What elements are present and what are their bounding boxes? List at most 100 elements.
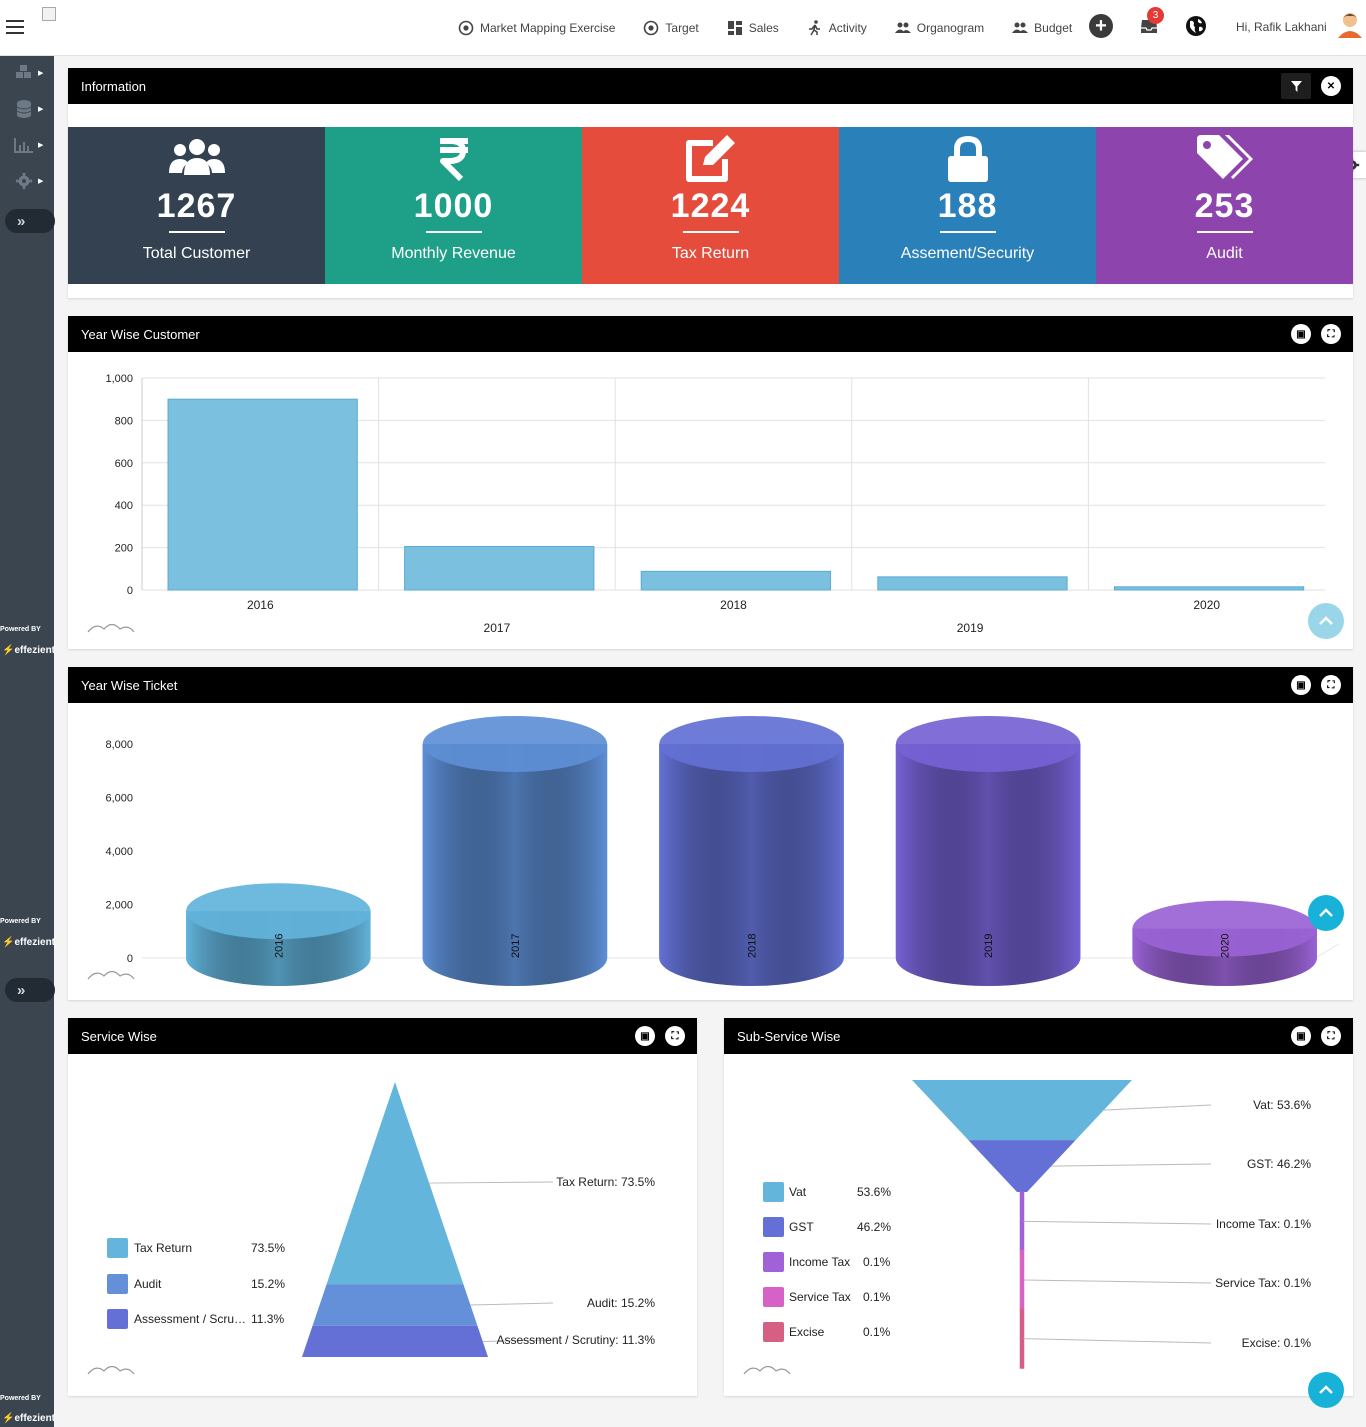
- close-button[interactable]: ✕: [1321, 76, 1341, 96]
- x-tick-label: 2019: [983, 934, 995, 958]
- data-label: Audit: 15.2%: [587, 1296, 655, 1310]
- expand-icon: ⛶: [671, 1030, 679, 1042]
- legend-value: 11.3%: [251, 1312, 284, 1326]
- stat-card-tax-return[interactable]: 1224 Tax Return: [582, 127, 839, 284]
- pyramid-segment: [326, 1082, 464, 1285]
- nav-label: Target: [665, 21, 699, 35]
- notification-inbox[interactable]: 3: [1137, 7, 1164, 38]
- user-greeting[interactable]: Hi, Rafik Lakhani: [1236, 20, 1327, 34]
- label-connector: [1023, 1220, 1212, 1225]
- pdf-icon: ▣: [640, 1030, 650, 1042]
- cylinder-shade: [659, 744, 844, 986]
- people-icon: [1012, 20, 1029, 36]
- pdf-icon: ▣: [1296, 328, 1306, 340]
- y-tick-label: 1,000: [105, 373, 133, 385]
- x-tick-label: 2018: [720, 598, 747, 612]
- globe-icon[interactable]: [1185, 15, 1207, 37]
- nav-label: Sales: [748, 21, 779, 35]
- sidebar-expand-button[interactable]: »: [5, 209, 55, 233]
- sidebar-item-settings[interactable]: ▶: [14, 169, 46, 193]
- double-chevron-right-icon: »: [17, 981, 26, 999]
- stat-value: 1000: [413, 187, 494, 225]
- brand-logo: ⚡effezient: [2, 937, 56, 948]
- x-axis: [1314, 943, 1340, 959]
- pyramid-segment: [302, 1325, 488, 1357]
- hamburger-menu-icon[interactable]: [6, 20, 24, 34]
- stat-card-total-customer[interactable]: 1267 Total Customer: [68, 127, 325, 284]
- bar: [167, 398, 358, 591]
- legend-value: 53.6%: [857, 1185, 891, 1199]
- sidebar-item-reports[interactable]: ▶: [14, 133, 46, 157]
- chevron-up-icon: [1319, 908, 1333, 917]
- nav-market-mapping[interactable]: Market Mapping Exercise: [458, 20, 615, 36]
- nav-activity[interactable]: Activity: [807, 20, 867, 36]
- lock-icon: [839, 135, 1096, 185]
- fullscreen-button[interactable]: ⛶: [1321, 1026, 1341, 1046]
- gear-icon: [15, 172, 33, 190]
- legend-swatch: [107, 1309, 128, 1329]
- data-label: Income Tax: 0.1%: [1216, 1217, 1311, 1231]
- stat-card-monthly-revenue[interactable]: 1000 Monthly Revenue: [325, 127, 582, 284]
- y-tick-label: 4,000: [105, 846, 133, 858]
- x-tick-label: 2019: [957, 621, 984, 635]
- export-pdf-button[interactable]: ▣: [1291, 1026, 1311, 1046]
- scroll-top-button[interactable]: [1308, 603, 1344, 639]
- label-connector: [1023, 1338, 1212, 1344]
- legend-value: 0.1%: [863, 1255, 891, 1269]
- legend-value: 0.1%: [863, 1325, 891, 1339]
- cylinder-bar: [186, 883, 371, 986]
- tag-icon: [1096, 135, 1353, 185]
- stat-label: Audit: [1206, 245, 1243, 262]
- add-icon[interactable]: +: [1089, 14, 1113, 38]
- filter-button[interactable]: [1281, 73, 1311, 99]
- panel-title: Year Wise Ticket: [81, 677, 178, 693]
- panel-title: Information: [81, 78, 147, 94]
- user-avatar[interactable]: [1336, 10, 1364, 38]
- legend-swatch: [107, 1238, 128, 1258]
- panel-title: Year Wise Customer: [81, 326, 200, 342]
- legend-value: 0.1%: [863, 1290, 891, 1304]
- chart-watermark-icon: [87, 970, 135, 980]
- powered-by-label: Powered BY: [0, 918, 41, 925]
- data-label: GST: 46.2%: [1247, 1157, 1311, 1171]
- year-wise-customer-chart: 0 200 400 600 800 1,000 2016 2017 2018 2019 2020: [87, 373, 1325, 635]
- cylinder-bar: [659, 716, 844, 986]
- x-tick-label: 2017: [510, 934, 522, 958]
- export-pdf-button[interactable]: ▣: [1291, 675, 1311, 695]
- cylinder-top: [659, 716, 844, 772]
- stat-card-audit[interactable]: 253 Audit: [1096, 127, 1353, 284]
- panel-title: Sub-Service Wise: [737, 1028, 841, 1044]
- nav-sales[interactable]: Sales: [727, 20, 779, 36]
- sidebar-expand-button[interactable]: »: [5, 978, 55, 1002]
- close-icon: ✕: [1326, 80, 1336, 92]
- x-tick-label: 2020: [1193, 598, 1220, 612]
- nav-target[interactable]: Target: [643, 20, 699, 36]
- nav-organogram[interactable]: Organogram: [894, 20, 984, 36]
- bar: [877, 576, 1068, 591]
- sidebar-item-modules[interactable]: ▶: [14, 61, 46, 85]
- bar: [640, 570, 832, 591]
- y-tick-label: 800: [115, 415, 133, 427]
- scroll-top-button[interactable]: [1308, 895, 1344, 931]
- filter-icon: [1290, 80, 1302, 92]
- fullscreen-button[interactable]: ⛶: [1321, 675, 1341, 695]
- label-connector: [470, 1302, 554, 1306]
- nav-budget[interactable]: Budget: [1012, 20, 1072, 36]
- y-tick-label: 2,000: [105, 900, 133, 912]
- caret-right-icon: ▶: [38, 142, 44, 149]
- stat-card-assessment-security[interactable]: 188 Assement/Security: [839, 127, 1096, 284]
- caret-right-icon: ▶: [38, 70, 44, 77]
- fullscreen-button[interactable]: ⛶: [1321, 324, 1341, 344]
- legend-label: Vat: [789, 1185, 807, 1199]
- target-icon: [643, 20, 659, 36]
- legend-swatch: [763, 1287, 784, 1307]
- sidebar-item-database[interactable]: ▶: [14, 97, 46, 121]
- legend-label: Tax Return: [134, 1241, 192, 1255]
- rupee-icon: [325, 135, 582, 185]
- export-pdf-button[interactable]: ▣: [635, 1026, 655, 1046]
- fullscreen-button[interactable]: ⛶: [665, 1026, 685, 1046]
- export-pdf-button[interactable]: ▣: [1291, 324, 1311, 344]
- scroll-top-button[interactable]: [1308, 1372, 1344, 1408]
- data-label: Tax Return: 73.5%: [556, 1175, 655, 1189]
- brand-logo: ⚡effezient: [2, 645, 56, 656]
